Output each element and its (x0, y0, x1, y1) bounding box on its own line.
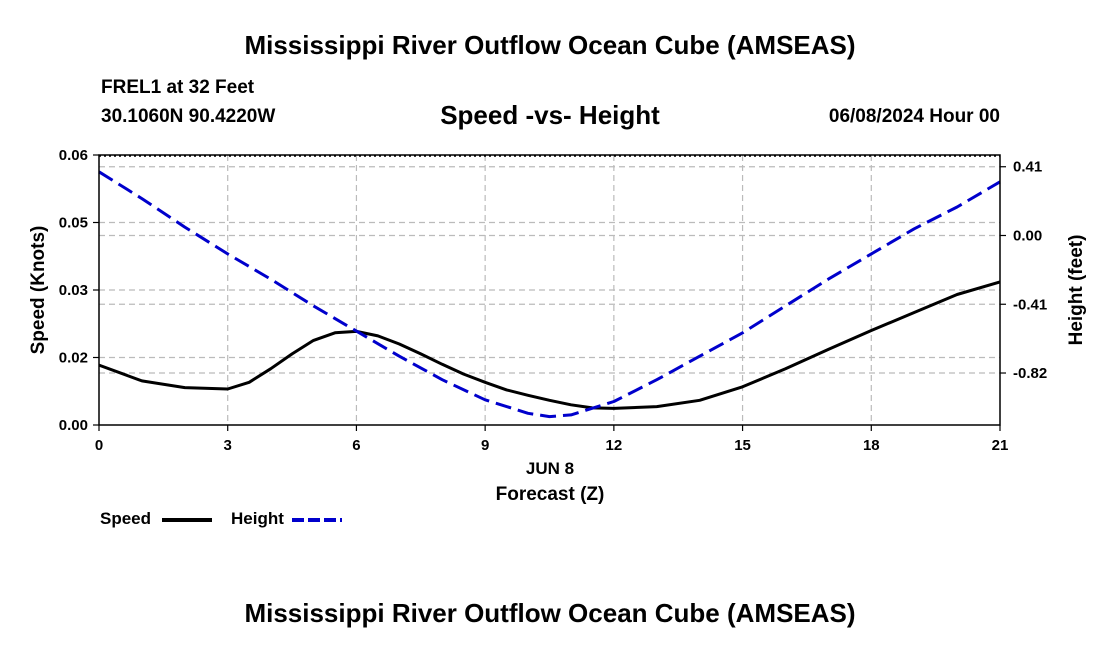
chart-main-title: Mississippi River Outflow Ocean Cube (AM… (244, 30, 856, 60)
x-tick-label: 9 (481, 437, 489, 454)
y-axis-label: Speed (Knots) (28, 226, 49, 355)
station-label: FREL1 at 32 Feet (101, 77, 255, 98)
y2-tick-label: 0.41 (1013, 159, 1042, 176)
legend-speed-label: Speed (100, 509, 152, 528)
station-coordinates: 30.1060N 90.4220W (101, 106, 276, 127)
y-tick-label: 0.03 (59, 282, 88, 299)
x-tick-label: 6 (352, 437, 360, 454)
axis-ticks: 0 3 6 9 12 15 18 21 0.00 0.02 0.03 0.05 0.06 -0.82 -0.… (59, 147, 1047, 454)
x-date-label: JUN 8 (526, 459, 574, 478)
y2-axis-label: Height (feet) (1066, 235, 1087, 346)
height-series-line (98, 170, 1001, 419)
forecast-datetime: 06/08/2024 Hour 00 (828, 106, 1000, 127)
y-tick-label: 0.02 (59, 350, 88, 367)
y2-tick-label: -0.82 (1013, 365, 1047, 382)
x-tick-label: 0 (95, 437, 103, 454)
x-tick-label: 15 (734, 437, 751, 454)
grid-lines (99, 155, 1000, 425)
y-tick-label: 0.00 (59, 417, 88, 434)
x-tick-label: 21 (992, 437, 1009, 454)
repeated-main-title: Mississippi River Outflow Ocean Cube (AM… (244, 598, 856, 628)
chart-subtitle: Speed -vs- Height (440, 100, 660, 130)
y2-tick-label: -0.41 (1013, 296, 1047, 313)
x-tick-label: 18 (863, 437, 880, 454)
x-tick-label: 3 (224, 437, 232, 454)
x-tick-label: 12 (606, 437, 623, 454)
y-tick-label: 0.05 (59, 215, 88, 232)
data-series (98, 170, 1001, 419)
x-axis-label: Forecast (Z) (496, 484, 605, 505)
y2-tick-label: 0.00 (1013, 227, 1042, 244)
y-tick-label: 0.06 (59, 147, 88, 164)
legend-height-label: Height (231, 509, 284, 528)
speed-series-line (98, 280, 1001, 410)
